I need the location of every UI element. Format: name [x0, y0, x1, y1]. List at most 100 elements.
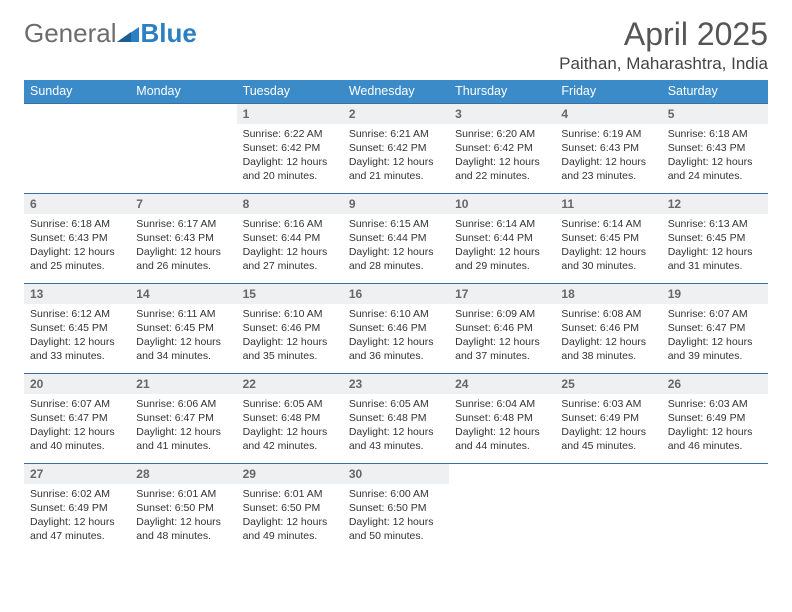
calendar-row: 27Sunrise: 6:02 AMSunset: 6:49 PMDayligh…: [24, 463, 768, 553]
day-cell: 25Sunrise: 6:03 AMSunset: 6:49 PMDayligh…: [555, 374, 661, 458]
day-number: 15: [237, 284, 343, 304]
day-info: Sunrise: 6:21 AMSunset: 6:42 PMDaylight:…: [343, 124, 449, 188]
sunrise-line: Sunrise: 6:22 AM: [243, 127, 337, 141]
calendar-cell: 10Sunrise: 6:14 AMSunset: 6:44 PMDayligh…: [449, 193, 555, 283]
sunrise-line: Sunrise: 6:11 AM: [136, 307, 230, 321]
sunset-line: Sunset: 6:46 PM: [561, 321, 655, 335]
day-cell: 5Sunrise: 6:18 AMSunset: 6:43 PMDaylight…: [662, 104, 768, 188]
calendar-cell: 7Sunrise: 6:17 AMSunset: 6:43 PMDaylight…: [130, 193, 236, 283]
weekday-heading: Monday: [130, 80, 236, 104]
sunrise-line: Sunrise: 6:20 AM: [455, 127, 549, 141]
day-info: Sunrise: 6:04 AMSunset: 6:48 PMDaylight:…: [449, 394, 555, 458]
day-number: 24: [449, 374, 555, 394]
calendar-cell: 27Sunrise: 6:02 AMSunset: 6:49 PMDayligh…: [24, 463, 130, 553]
sunset-line: Sunset: 6:45 PM: [30, 321, 124, 335]
sunrise-line: Sunrise: 6:07 AM: [30, 397, 124, 411]
day-cell: 1Sunrise: 6:22 AMSunset: 6:42 PMDaylight…: [237, 104, 343, 188]
calendar-cell: 16Sunrise: 6:10 AMSunset: 6:46 PMDayligh…: [343, 283, 449, 373]
calendar-cell: 20Sunrise: 6:07 AMSunset: 6:47 PMDayligh…: [24, 373, 130, 463]
day-info: Sunrise: 6:01 AMSunset: 6:50 PMDaylight:…: [130, 484, 236, 548]
sunset-line: Sunset: 6:48 PM: [349, 411, 443, 425]
day-number: 6: [24, 194, 130, 214]
day-cell: 20Sunrise: 6:07 AMSunset: 6:47 PMDayligh…: [24, 374, 130, 458]
day-info: Sunrise: 6:05 AMSunset: 6:48 PMDaylight:…: [343, 394, 449, 458]
day-info: Sunrise: 6:01 AMSunset: 6:50 PMDaylight:…: [237, 484, 343, 548]
calendar-cell: 24Sunrise: 6:04 AMSunset: 6:48 PMDayligh…: [449, 373, 555, 463]
day-info: Sunrise: 6:13 AMSunset: 6:45 PMDaylight:…: [662, 214, 768, 278]
daylight-line: Daylight: 12 hours and 20 minutes.: [243, 155, 337, 183]
sunrise-line: Sunrise: 6:00 AM: [349, 487, 443, 501]
calendar-cell: 5Sunrise: 6:18 AMSunset: 6:43 PMDaylight…: [662, 103, 768, 193]
day-number: 30: [343, 464, 449, 484]
day-info: Sunrise: 6:14 AMSunset: 6:44 PMDaylight:…: [449, 214, 555, 278]
daylight-line: Daylight: 12 hours and 22 minutes.: [455, 155, 549, 183]
sunset-line: Sunset: 6:47 PM: [136, 411, 230, 425]
day-number: 7: [130, 194, 236, 214]
sunset-line: Sunset: 6:46 PM: [349, 321, 443, 335]
calendar-cell: 17Sunrise: 6:09 AMSunset: 6:46 PMDayligh…: [449, 283, 555, 373]
day-info: Sunrise: 6:12 AMSunset: 6:45 PMDaylight:…: [24, 304, 130, 368]
calendar-cell: 9Sunrise: 6:15 AMSunset: 6:44 PMDaylight…: [343, 193, 449, 283]
daylight-line: Daylight: 12 hours and 40 minutes.: [30, 425, 124, 453]
day-cell: 8Sunrise: 6:16 AMSunset: 6:44 PMDaylight…: [237, 194, 343, 278]
calendar-cell: 23Sunrise: 6:05 AMSunset: 6:48 PMDayligh…: [343, 373, 449, 463]
sunset-line: Sunset: 6:50 PM: [136, 501, 230, 515]
day-number: 1: [237, 104, 343, 124]
sunset-line: Sunset: 6:46 PM: [243, 321, 337, 335]
daylight-line: Daylight: 12 hours and 24 minutes.: [668, 155, 762, 183]
weekday-heading: Friday: [555, 80, 661, 104]
daylight-line: Daylight: 12 hours and 43 minutes.: [349, 425, 443, 453]
sunrise-line: Sunrise: 6:01 AM: [243, 487, 337, 501]
sunrise-line: Sunrise: 6:08 AM: [561, 307, 655, 321]
day-number: 18: [555, 284, 661, 304]
sunset-line: Sunset: 6:43 PM: [136, 231, 230, 245]
daylight-line: Daylight: 12 hours and 27 minutes.: [243, 245, 337, 273]
day-cell: 23Sunrise: 6:05 AMSunset: 6:48 PMDayligh…: [343, 374, 449, 458]
day-info: Sunrise: 6:18 AMSunset: 6:43 PMDaylight:…: [662, 124, 768, 188]
brand-logo: General Blue: [24, 18, 197, 49]
daylight-line: Daylight: 12 hours and 42 minutes.: [243, 425, 337, 453]
day-number: 22: [237, 374, 343, 394]
calendar-cell: 19Sunrise: 6:07 AMSunset: 6:47 PMDayligh…: [662, 283, 768, 373]
day-info: Sunrise: 6:20 AMSunset: 6:42 PMDaylight:…: [449, 124, 555, 188]
sunset-line: Sunset: 6:44 PM: [349, 231, 443, 245]
day-number: 29: [237, 464, 343, 484]
calendar-row: 13Sunrise: 6:12 AMSunset: 6:45 PMDayligh…: [24, 283, 768, 373]
title-block: April 2025 Paithan, Maharashtra, India: [559, 18, 768, 74]
day-number: 10: [449, 194, 555, 214]
day-info: Sunrise: 6:00 AMSunset: 6:50 PMDaylight:…: [343, 484, 449, 548]
calendar-row: 1Sunrise: 6:22 AMSunset: 6:42 PMDaylight…: [24, 103, 768, 193]
sunrise-line: Sunrise: 6:09 AM: [455, 307, 549, 321]
sunrise-line: Sunrise: 6:12 AM: [30, 307, 124, 321]
sunset-line: Sunset: 6:42 PM: [455, 141, 549, 155]
calendar-cell: 11Sunrise: 6:14 AMSunset: 6:45 PMDayligh…: [555, 193, 661, 283]
day-info: Sunrise: 6:07 AMSunset: 6:47 PMDaylight:…: [662, 304, 768, 368]
day-number: 28: [130, 464, 236, 484]
day-number: 2: [343, 104, 449, 124]
daylight-line: Daylight: 12 hours and 38 minutes.: [561, 335, 655, 363]
weekday-heading: Saturday: [662, 80, 768, 104]
sunrise-line: Sunrise: 6:14 AM: [455, 217, 549, 231]
weekday-heading: Sunday: [24, 80, 130, 104]
day-cell: 16Sunrise: 6:10 AMSunset: 6:46 PMDayligh…: [343, 284, 449, 368]
sunrise-line: Sunrise: 6:18 AM: [668, 127, 762, 141]
sunrise-line: Sunrise: 6:05 AM: [349, 397, 443, 411]
day-cell: 4Sunrise: 6:19 AMSunset: 6:43 PMDaylight…: [555, 104, 661, 188]
day-number: 16: [343, 284, 449, 304]
daylight-line: Daylight: 12 hours and 29 minutes.: [455, 245, 549, 273]
daylight-line: Daylight: 12 hours and 44 minutes.: [455, 425, 549, 453]
day-cell: 26Sunrise: 6:03 AMSunset: 6:49 PMDayligh…: [662, 374, 768, 458]
calendar-page: General Blue April 2025 Paithan, Maharas…: [0, 0, 792, 612]
daylight-line: Daylight: 12 hours and 37 minutes.: [455, 335, 549, 363]
day-cell: 14Sunrise: 6:11 AMSunset: 6:45 PMDayligh…: [130, 284, 236, 368]
calendar-cell: 6Sunrise: 6:18 AMSunset: 6:43 PMDaylight…: [24, 193, 130, 283]
calendar-cell: [24, 103, 130, 193]
day-number: 23: [343, 374, 449, 394]
day-number: 8: [237, 194, 343, 214]
sunrise-line: Sunrise: 6:07 AM: [668, 307, 762, 321]
day-info: Sunrise: 6:10 AMSunset: 6:46 PMDaylight:…: [237, 304, 343, 368]
day-cell: 9Sunrise: 6:15 AMSunset: 6:44 PMDaylight…: [343, 194, 449, 278]
day-number: 11: [555, 194, 661, 214]
weekday-heading: Wednesday: [343, 80, 449, 104]
sunrise-line: Sunrise: 6:21 AM: [349, 127, 443, 141]
